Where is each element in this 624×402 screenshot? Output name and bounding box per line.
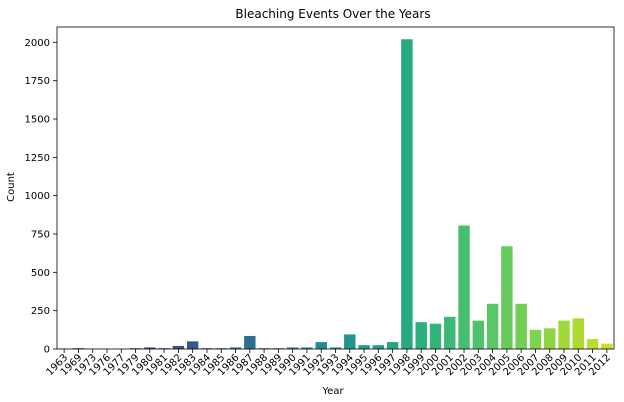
bar-1994 bbox=[344, 334, 356, 349]
y-tick-label: 1250 bbox=[25, 153, 50, 164]
y-tick-label: 500 bbox=[31, 268, 50, 279]
chart-title: Bleaching Events Over the Years bbox=[235, 7, 430, 21]
y-axis: 0 250 500 750 1000 1250 1500 1750 2000 bbox=[25, 38, 57, 356]
bar-1991 bbox=[301, 347, 313, 349]
bar-1998 bbox=[401, 39, 413, 350]
y-tick-label: 0 bbox=[44, 345, 50, 356]
bar-1982 bbox=[172, 345, 185, 349]
bar-1993 bbox=[329, 347, 342, 349]
y-tick-label: 1500 bbox=[25, 115, 50, 126]
y-tick-label: 1750 bbox=[25, 76, 50, 87]
bar-1992 bbox=[315, 342, 327, 349]
bar-2002 bbox=[458, 225, 470, 349]
bar-2009 bbox=[558, 320, 570, 349]
bar-2001 bbox=[444, 316, 456, 349]
bar-1987 bbox=[244, 335, 256, 349]
bar-1996 bbox=[372, 345, 385, 349]
bar-1983 bbox=[186, 341, 199, 349]
bar-2008 bbox=[544, 328, 556, 349]
bar-2010 bbox=[572, 318, 585, 349]
bar-1990 bbox=[286, 347, 299, 349]
bar-1997 bbox=[386, 342, 399, 349]
bar-1995 bbox=[358, 345, 370, 349]
bar-2011 bbox=[586, 339, 599, 349]
y-tick-label: 250 bbox=[31, 306, 50, 317]
bar-1986 bbox=[229, 347, 242, 349]
bar-2003 bbox=[472, 320, 485, 349]
bar-2006 bbox=[515, 303, 527, 349]
bar-2007 bbox=[529, 329, 542, 349]
y-tick-label: 1000 bbox=[25, 191, 50, 202]
x-axis-label: Year bbox=[321, 386, 344, 397]
y-tick-label: 750 bbox=[31, 230, 50, 241]
bar-2000 bbox=[429, 323, 442, 349]
y-axis-label: Count bbox=[6, 172, 17, 202]
bar-2012 bbox=[601, 343, 613, 349]
y-tick-label: 2000 bbox=[25, 38, 50, 49]
bar-2004 bbox=[486, 303, 499, 349]
plot-frame bbox=[56, 26, 615, 350]
bar-1980 bbox=[144, 347, 156, 349]
bars bbox=[58, 39, 613, 350]
bar-2005 bbox=[501, 246, 513, 349]
bar-1999 bbox=[415, 322, 427, 349]
